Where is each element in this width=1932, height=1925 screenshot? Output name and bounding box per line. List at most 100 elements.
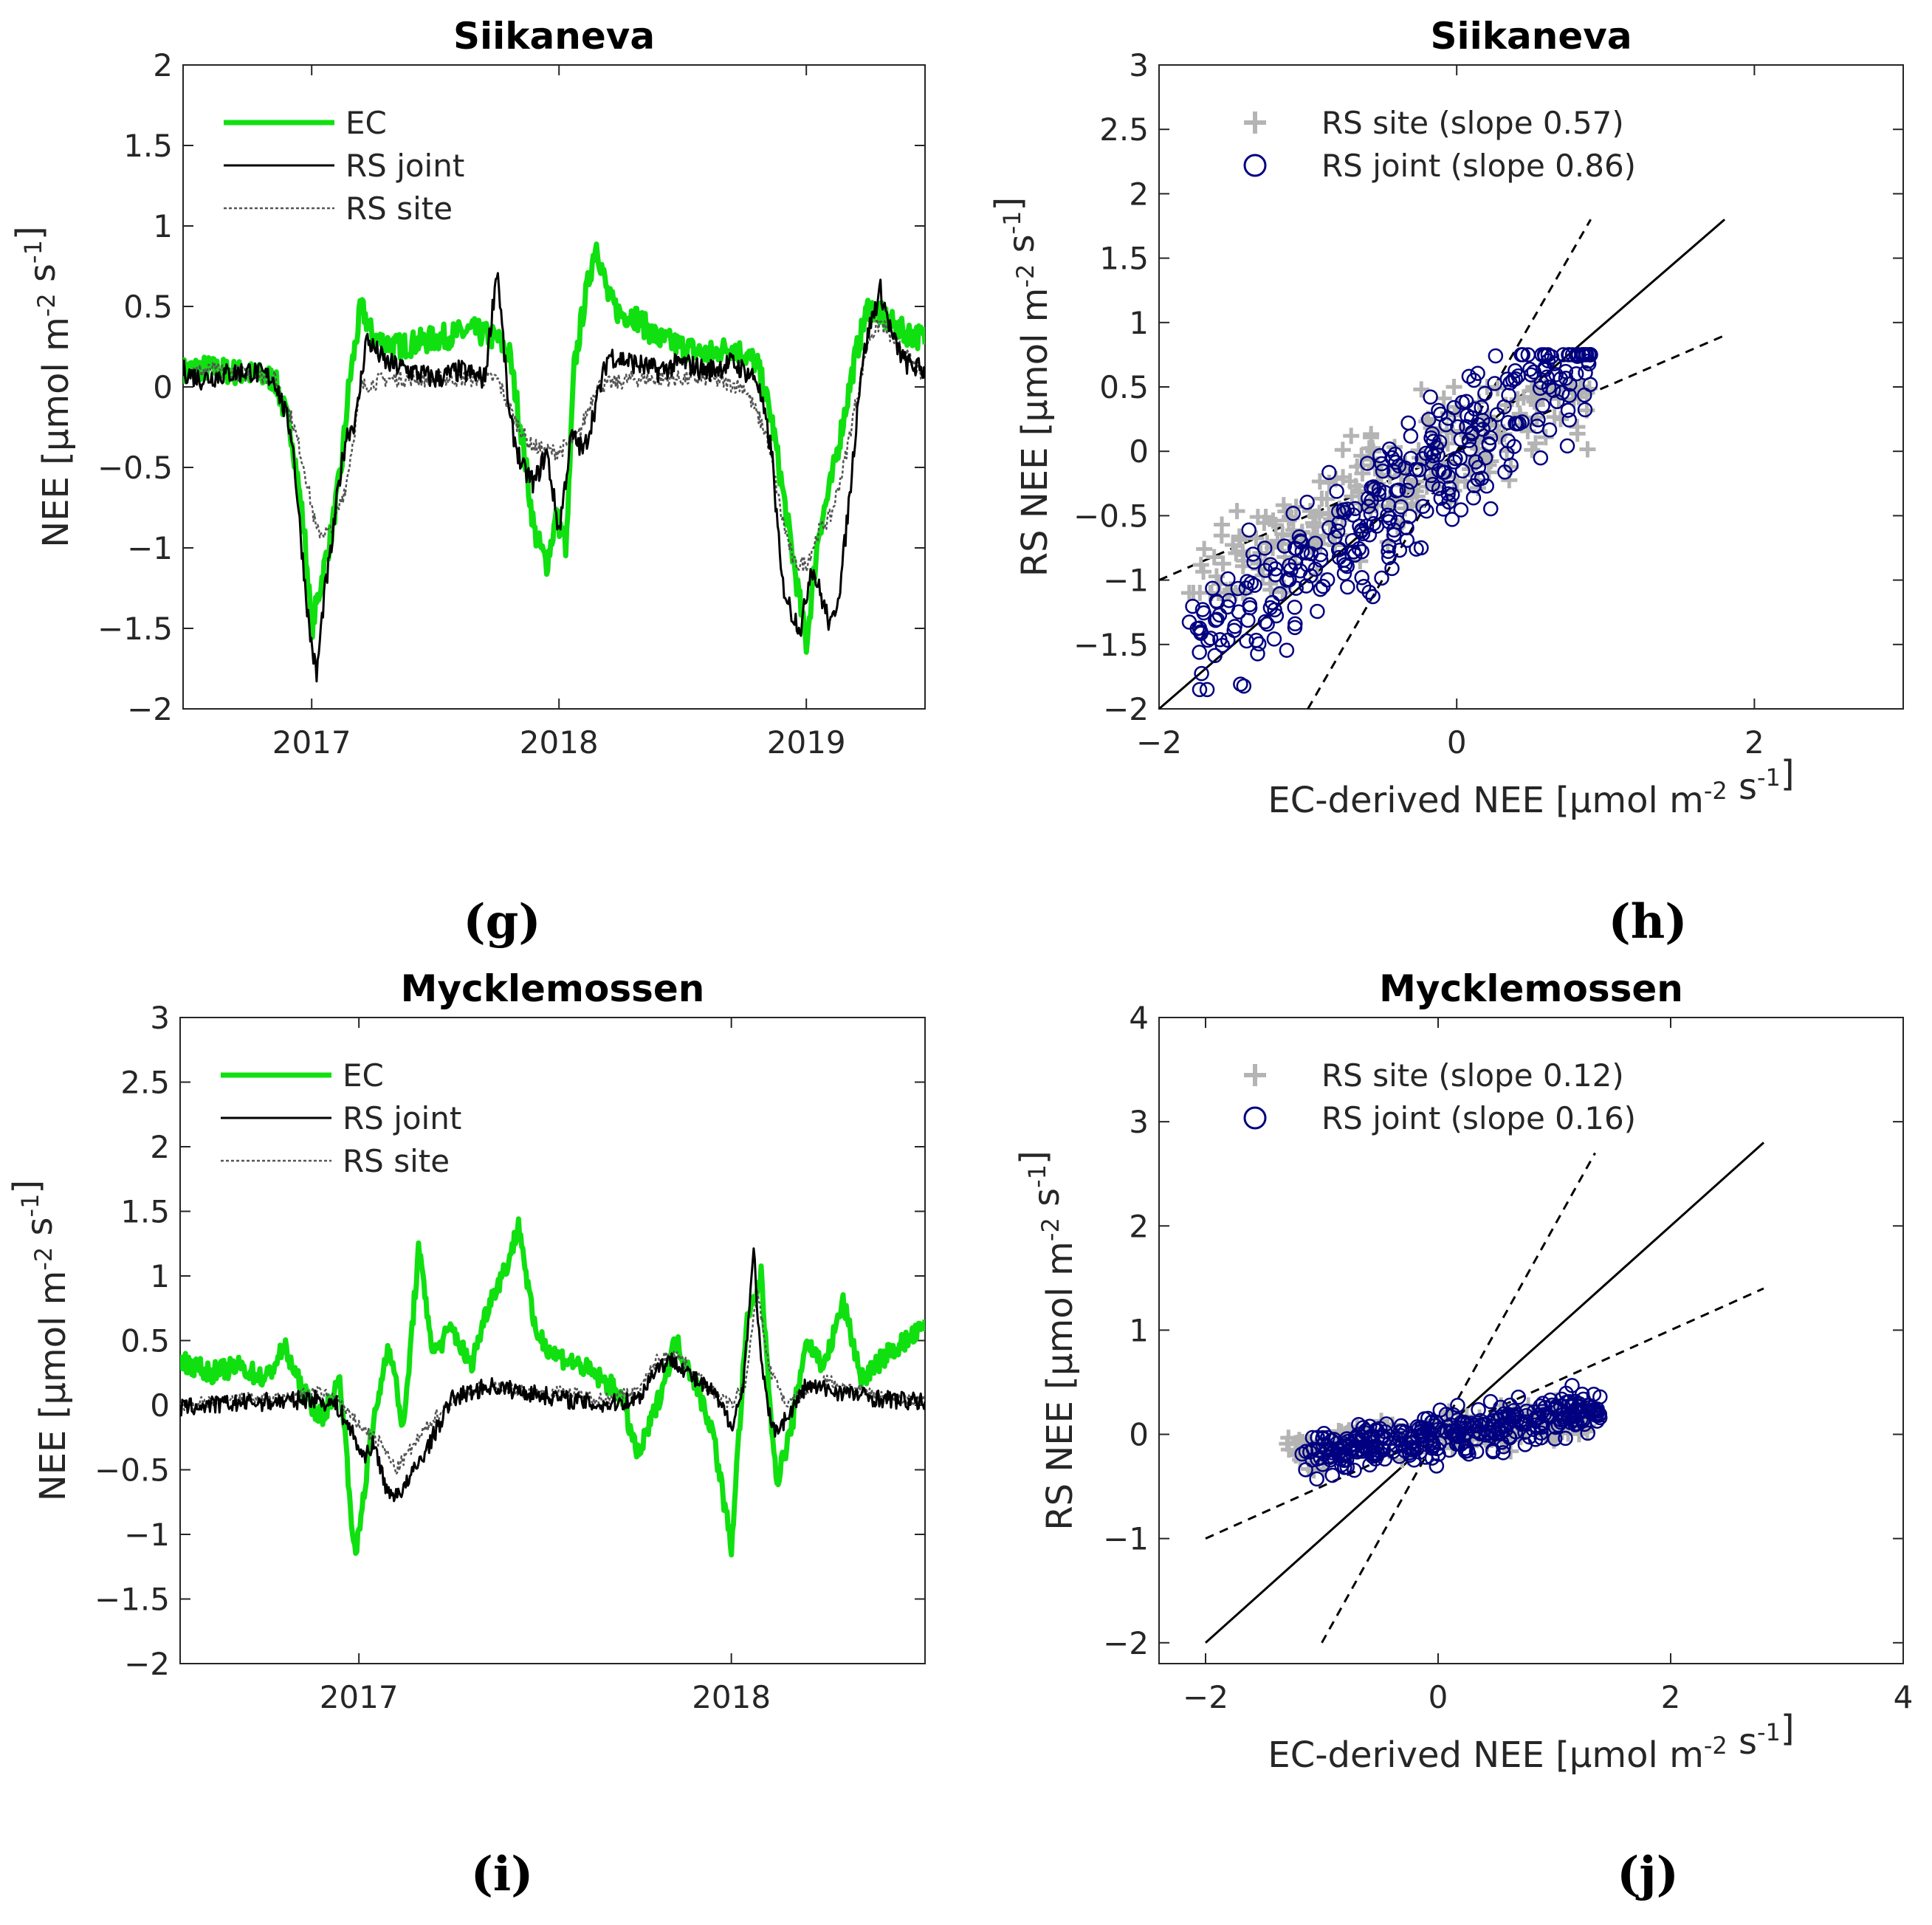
point-rs-joint [1560,402,1576,418]
x-tick-label: 2 [1661,1679,1681,1715]
x-tick-label: 2018 [520,724,599,761]
point-rs-joint [1374,1430,1390,1446]
point-rs-joint [1339,558,1355,574]
point-rs-joint [1257,541,1273,556]
point-rs-joint [1483,501,1499,517]
plot-area [182,64,926,710]
point-rs-joint [1355,526,1371,542]
point-rs-joint [1288,555,1304,571]
y-tick-label: −1 [127,530,173,566]
y-tick-label: 2.5 [1099,111,1149,148]
y-tick-label: 0 [153,369,173,405]
point-rs-joint [1461,433,1477,448]
point-rs-joint [1523,367,1539,382]
point-rs-site [1527,435,1544,452]
point-rs-joint [1243,575,1259,591]
y-tick-label: 0.5 [123,289,173,325]
point-rs-joint [1468,1444,1485,1459]
point-rs-joint [1397,460,1413,476]
point-rs-joint [1257,614,1273,630]
point-rs-joint [1502,375,1518,391]
point-rs-joint [1194,665,1209,682]
point-rs-joint [1495,1445,1511,1461]
chart-g-siikaneva-timeseries: −2 −1.5 −1 −0.5 0 0.5 1 1.5 2 2017 2018 2019 Siikane… [9,15,926,950]
point-rs-joint [1293,533,1308,549]
point-rs-joint [1299,578,1314,594]
point-rs-joint [1299,494,1315,510]
chart-title: Siikaneva [1430,15,1632,58]
point-rs-joint [1350,1444,1365,1460]
y-tick-label: −1.5 [1073,627,1149,663]
point-rs-joint [1391,458,1407,474]
point-rs-joint [1437,464,1453,480]
point-rs-joint [1519,1407,1534,1424]
point-rs-joint [1431,434,1448,450]
point-rs-site [1214,555,1231,572]
point-rs-joint [1399,532,1415,548]
point-rs-joint [1592,1410,1608,1426]
point-rs-joint [1381,549,1397,566]
point-rs-joint [1468,454,1484,470]
point-rs-joint [1425,1435,1441,1451]
point-rs-joint [1568,366,1584,382]
legend-label: RS site [346,191,453,227]
point-rs-joint [1479,478,1494,494]
point-rs-joint [1196,605,1211,621]
point-rs-joint [1527,1413,1543,1429]
legend-swatch-joint [1243,1106,1267,1130]
point-rs-joint [1313,552,1329,568]
point-rs-joint [1313,546,1329,563]
point-rs-joint [1214,637,1231,653]
point-rs-joint [1287,600,1302,615]
point-rs-site [1311,473,1328,490]
point-rs-joint [1402,509,1417,524]
point-rs-joint [1522,361,1538,377]
point-rs-joint [1287,620,1303,636]
point-rs-joint [1548,1399,1564,1415]
point-rs-joint [1462,442,1478,457]
point-rs-site [1228,545,1245,562]
point-rs-site [1196,541,1213,557]
point-rs-joint [1272,586,1288,602]
point-rs-joint [1245,546,1261,562]
point-rs-joint [1386,527,1402,543]
point-rs-joint [1583,347,1598,363]
point-rs-joint [1192,682,1208,698]
point-rs-joint [1513,347,1529,363]
series-line-rs-site [180,1288,925,1475]
y-tick-label: 1 [1129,1312,1149,1348]
point-rs-joint [1526,1404,1542,1420]
point-rs-site [1273,535,1290,552]
point-rs-joint [1192,645,1207,660]
point-rs-joint [1554,385,1570,401]
point-rs-joint [1329,1435,1345,1451]
point-rs-joint [1440,486,1456,501]
x-tick-label: −2 [1183,1679,1228,1715]
point-rs-joint [1393,499,1409,515]
point-rs-joint [1559,438,1575,454]
point-rs-joint [1365,589,1381,605]
point-rs-joint [1582,377,1598,392]
point-rs-joint [1493,1425,1509,1441]
point-rs-joint [1354,1429,1370,1445]
legend-label: RS joint [346,148,464,184]
point-rs-joint [1429,1458,1445,1474]
point-rs-joint [1208,612,1223,628]
point-rs-joint [1502,1430,1518,1446]
point-rs-joint [1330,1446,1346,1462]
y-tick-label: −2 [124,1646,170,1682]
y-tick-label: −1.5 [94,1582,170,1618]
point-rs-joint [1580,1398,1595,1413]
point-rs-joint [1578,347,1593,363]
point-rs-joint [1482,1393,1499,1410]
point-rs-joint [1248,632,1264,648]
x-tick-label: 2017 [272,724,351,761]
point-rs-joint [1445,1407,1461,1423]
y-tick-label: −1 [1103,563,1149,599]
point-rs-joint [1472,1413,1488,1429]
point-rs-joint [1358,518,1375,534]
point-rs-joint [1537,348,1553,364]
x-tick-label: 4 [1894,1679,1914,1715]
point-rs-joint [1481,436,1496,452]
